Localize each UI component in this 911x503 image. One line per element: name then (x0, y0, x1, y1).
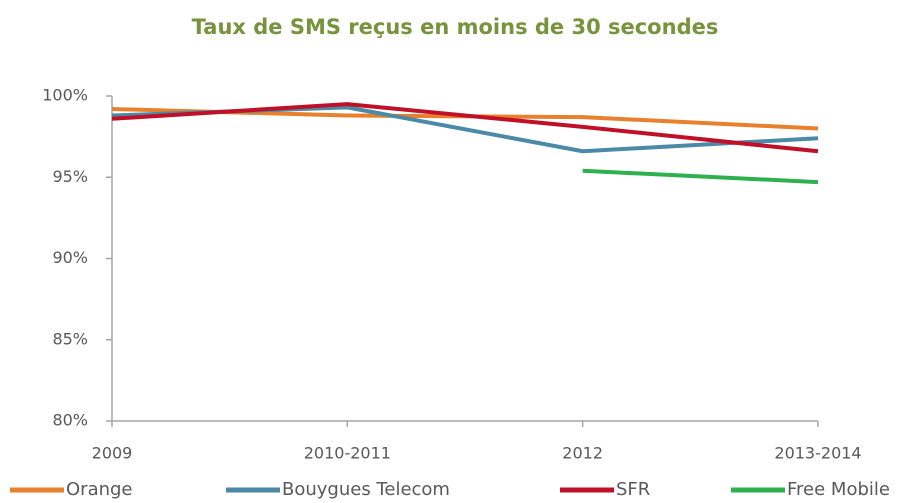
y-tick-label: 85% (52, 329, 88, 348)
x-tick-label: 2009 (92, 444, 133, 463)
y-tick-label: 100% (42, 86, 88, 105)
chart-title: Taux de SMS reçus en moins de 30 seconde… (192, 15, 719, 39)
legend-label: SFR (616, 479, 650, 500)
x-tick-label: 2012 (562, 444, 603, 463)
line-series (111, 102, 819, 154)
x-tick-label: 2013-2014 (774, 444, 861, 463)
y-tick-label: 95% (52, 167, 88, 186)
y-tick-label: 80% (52, 411, 88, 430)
x-tick-label: 2010-2011 (304, 444, 391, 463)
line-series (582, 168, 819, 185)
y-tick-label: 90% (52, 248, 88, 267)
legend-label: Orange (66, 479, 133, 500)
legend-label: Bouygues Telecom (282, 479, 450, 500)
legend-label: Free Mobile (787, 479, 890, 500)
